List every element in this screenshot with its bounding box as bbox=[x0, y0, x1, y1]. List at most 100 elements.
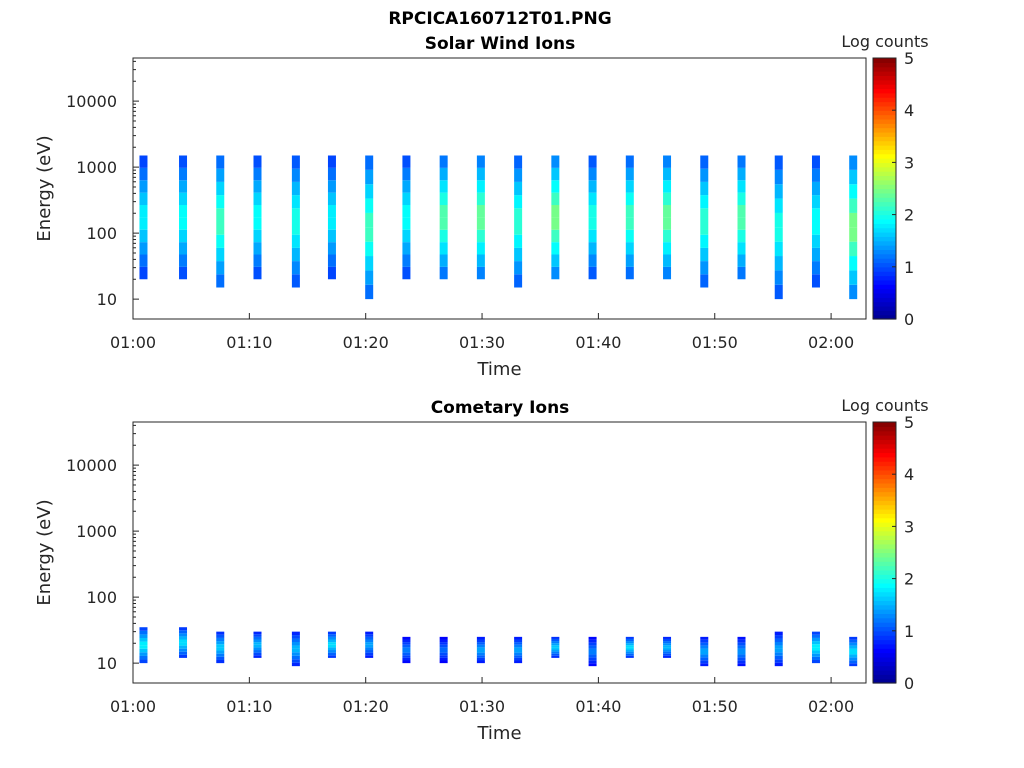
burst-cell bbox=[588, 639, 597, 643]
burst-cell bbox=[291, 662, 300, 667]
burst-column bbox=[327, 155, 336, 280]
burst-cell bbox=[402, 636, 411, 640]
burst-cell bbox=[551, 636, 560, 639]
burst-cell bbox=[700, 639, 709, 643]
colorbar-segment bbox=[873, 504, 896, 510]
burst-cell bbox=[179, 217, 188, 230]
colorbar-segment bbox=[873, 635, 896, 641]
colorbar-segment bbox=[873, 262, 896, 268]
burst-cell bbox=[139, 229, 148, 243]
burst-cell bbox=[774, 241, 783, 257]
burst-cell bbox=[811, 637, 820, 642]
burst-cell bbox=[365, 155, 374, 170]
burst-cell bbox=[849, 639, 858, 643]
colorbar-segment bbox=[873, 596, 896, 601]
colorbar-segment bbox=[873, 145, 896, 150]
colorbar-tick-label: 1 bbox=[904, 622, 914, 641]
burst-cell bbox=[774, 648, 783, 653]
burst-cell bbox=[737, 663, 746, 667]
x-axis-label: Time bbox=[476, 723, 521, 744]
colorbar-segment bbox=[873, 578, 896, 584]
burst-column bbox=[402, 636, 411, 664]
burst-cell bbox=[216, 168, 225, 182]
burst-cell bbox=[402, 642, 411, 645]
burst-cell bbox=[216, 644, 225, 648]
colorbar-segment bbox=[873, 110, 896, 116]
burst-cell bbox=[216, 659, 225, 664]
burst-cell bbox=[439, 655, 448, 658]
burst-cell bbox=[439, 657, 448, 661]
burst-cell bbox=[179, 651, 188, 655]
burst-cell bbox=[476, 642, 485, 645]
burst-cell bbox=[327, 634, 336, 637]
burst-cell bbox=[625, 636, 634, 639]
burst-cell bbox=[737, 639, 746, 643]
colorbar-segment bbox=[873, 552, 896, 558]
burst-cell bbox=[253, 647, 262, 651]
burst-cell bbox=[700, 208, 709, 222]
burst-cell bbox=[139, 652, 148, 656]
colorbar-segment bbox=[873, 123, 896, 129]
colorbar-segment bbox=[873, 227, 896, 233]
burst-cell bbox=[700, 663, 709, 667]
burst-cell bbox=[514, 234, 523, 248]
burst-cell bbox=[253, 650, 262, 653]
burst-cell bbox=[849, 198, 858, 213]
burst-cell bbox=[253, 167, 262, 181]
colorbar-segment bbox=[873, 140, 896, 146]
colorbar-segment bbox=[873, 509, 896, 514]
burst-cell bbox=[551, 242, 560, 255]
colorbar-segment bbox=[873, 66, 896, 72]
burst-cell bbox=[476, 652, 485, 656]
burst-cell bbox=[327, 155, 336, 168]
burst-cell bbox=[737, 155, 746, 168]
x-tick-label: 01:20 bbox=[343, 697, 389, 716]
colorbar-segment bbox=[873, 435, 896, 440]
burst-column bbox=[327, 631, 336, 658]
burst-cell bbox=[291, 659, 300, 663]
burst-cell bbox=[476, 655, 485, 658]
burst-cell bbox=[551, 180, 560, 193]
burst-cell bbox=[439, 180, 448, 193]
colorbar-segment bbox=[873, 609, 896, 614]
colorbar-segment bbox=[873, 201, 896, 207]
colorbar-segment bbox=[873, 188, 896, 194]
y-axis-label: Energy (eV) bbox=[34, 135, 55, 241]
burst-cell bbox=[439, 642, 448, 645]
colorbar-segment bbox=[873, 171, 896, 177]
burst-column bbox=[551, 155, 560, 280]
x-axis: 01:00 01:10 01:20 01:30 01:40 01:50 02:00 bbox=[110, 313, 854, 352]
colorbar-segment bbox=[873, 84, 896, 90]
burst-cell bbox=[439, 167, 448, 181]
burst-cell bbox=[439, 649, 448, 653]
burst-cell bbox=[439, 229, 448, 243]
burst-cell bbox=[327, 636, 336, 640]
burst-cell bbox=[774, 256, 783, 271]
burst-cell bbox=[625, 641, 634, 644]
colorbar-segment bbox=[873, 452, 896, 458]
burst-cell bbox=[551, 653, 560, 656]
colorbar-segment bbox=[873, 656, 896, 662]
burst-cell bbox=[253, 217, 262, 230]
burst-cell bbox=[291, 635, 300, 639]
x-tick-label: 02:00 bbox=[808, 333, 854, 352]
colorbar-segment bbox=[873, 487, 896, 493]
colorbar-segment bbox=[873, 626, 896, 632]
colorbar-segment bbox=[873, 530, 896, 536]
burst-cell bbox=[849, 651, 858, 655]
burst-column bbox=[588, 155, 597, 280]
burst-cell bbox=[737, 205, 746, 218]
burst-cell bbox=[365, 655, 374, 658]
burst-cell bbox=[625, 638, 634, 642]
colorbar-segment bbox=[873, 622, 896, 628]
x-tick-label: 01:40 bbox=[575, 697, 621, 716]
burst-cell bbox=[179, 242, 188, 255]
colorbar-segment bbox=[873, 249, 896, 255]
burst-cell bbox=[365, 227, 374, 242]
burst-cell bbox=[139, 242, 148, 255]
y-tick-label: 10 bbox=[97, 290, 117, 309]
burst-cell bbox=[737, 217, 746, 230]
colorbar-segment bbox=[873, 153, 896, 159]
burst-cell bbox=[327, 639, 336, 643]
